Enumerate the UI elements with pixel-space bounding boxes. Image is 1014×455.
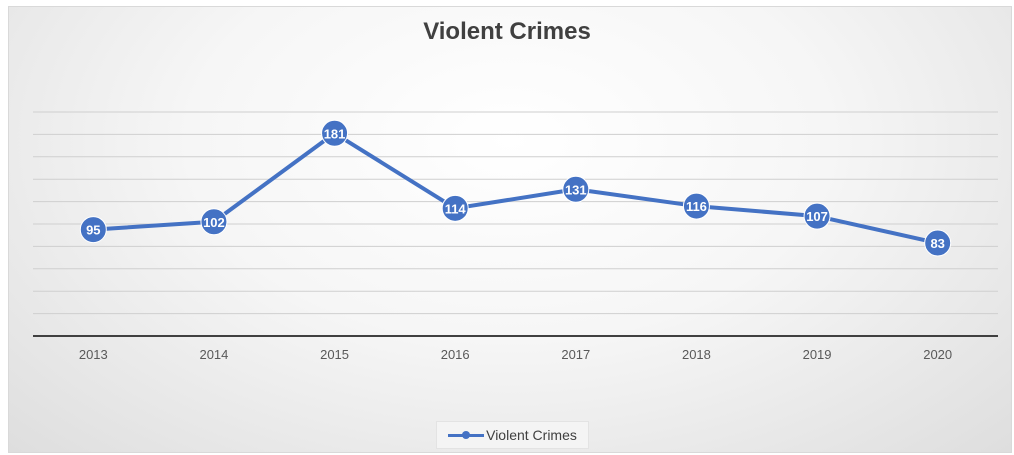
data-label: 102 <box>203 215 225 230</box>
x-tick-label: 2013 <box>79 347 108 362</box>
legend-line-marker <box>448 430 485 440</box>
data-point <box>562 175 590 203</box>
x-axis: 2013 2014 2015 2016 2017 2018 2019 2020 <box>33 335 998 362</box>
chart-title: Violent Crimes <box>423 18 591 45</box>
gridlines <box>33 111 998 315</box>
x-tick-label: 2019 <box>803 347 832 362</box>
data-point <box>200 208 228 236</box>
data-label: 131 <box>565 182 587 197</box>
legend: Violent Crimes <box>436 421 589 449</box>
data-point <box>441 194 469 222</box>
data-point <box>803 202 831 230</box>
data-label: 107 <box>806 209 828 224</box>
chart-area <box>8 6 1012 453</box>
x-tick-label: 2014 <box>199 347 228 362</box>
data-label: 114 <box>445 201 467 216</box>
series-line <box>93 131 939 245</box>
x-tick-label: 2016 <box>441 347 470 362</box>
series-violent-crimes <box>79 119 952 257</box>
data-labels: 95 102 181 114 131 116 107 83 <box>86 126 945 251</box>
data-point <box>321 119 349 147</box>
data-point <box>682 192 710 220</box>
x-tick-label: 2015 <box>320 347 349 362</box>
data-label: 181 <box>324 126 346 141</box>
legend-label: Violent Crimes <box>486 427 577 443</box>
x-tick-label: 2020 <box>923 347 952 362</box>
x-tick-label: 2018 <box>682 347 711 362</box>
data-label: 83 <box>930 236 944 251</box>
x-tick-label: 2017 <box>561 347 590 362</box>
data-point <box>924 229 952 257</box>
data-point <box>79 216 107 244</box>
data-label: 116 <box>686 199 707 214</box>
data-label: 95 <box>86 223 100 238</box>
